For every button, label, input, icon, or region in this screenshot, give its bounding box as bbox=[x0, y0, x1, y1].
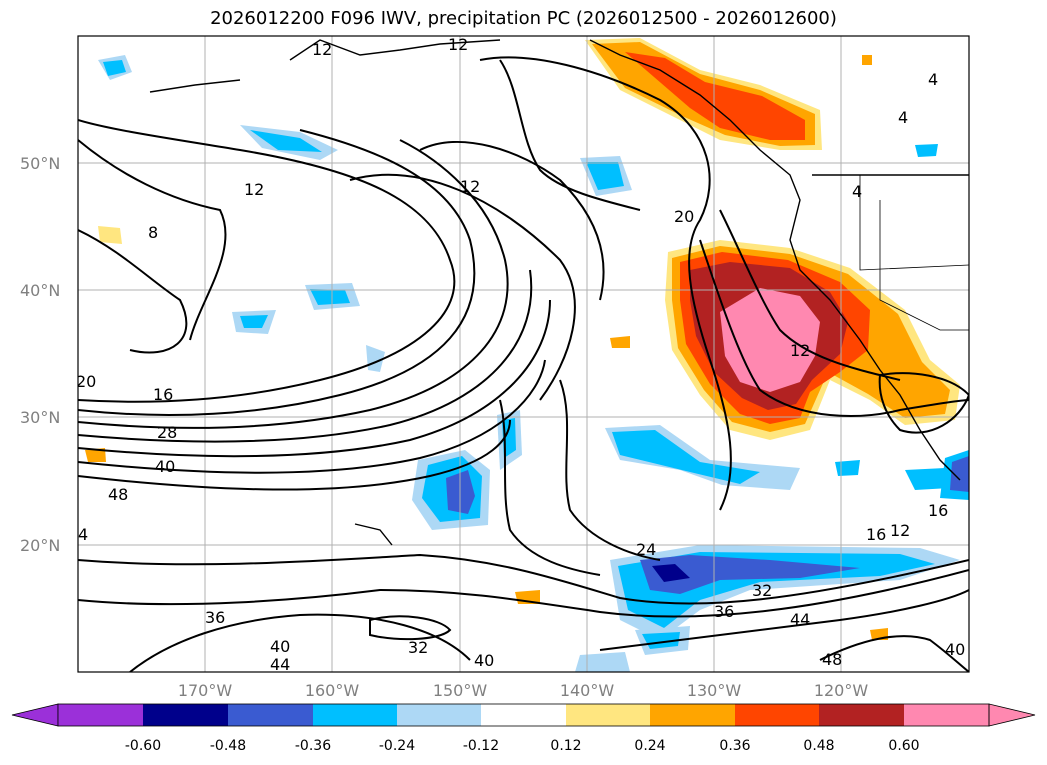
precip-patch bbox=[720, 288, 820, 392]
positive-pc-patches bbox=[85, 38, 960, 640]
colorbar-tick: -0.36 bbox=[295, 738, 331, 754]
contour-label: 48 bbox=[822, 650, 842, 669]
colorbar-extend-low bbox=[11, 703, 59, 727]
lon-label: 120°W bbox=[814, 681, 869, 700]
colorbar-swatch bbox=[313, 704, 397, 726]
contour-label: 32 bbox=[408, 638, 428, 657]
contour-label: 44 bbox=[790, 610, 810, 629]
precip-patch bbox=[250, 130, 322, 152]
colorbar-tick: 0.36 bbox=[719, 738, 750, 754]
precip-patch bbox=[835, 460, 860, 476]
precip-patch bbox=[862, 55, 872, 65]
contour-label: 12 bbox=[890, 521, 910, 540]
contour-label: 36 bbox=[714, 602, 734, 621]
negative-pc-patches bbox=[98, 55, 969, 672]
map-frame bbox=[77, 35, 970, 673]
contour-label: 28 bbox=[157, 423, 177, 442]
map-title: 2026012200 F096 IWV, precipitation PC (2… bbox=[210, 8, 837, 29]
contour-label: 4 bbox=[78, 525, 88, 544]
contour-label: 12 bbox=[244, 180, 264, 199]
colorbar-swatch bbox=[397, 704, 481, 726]
contour-label: 12 bbox=[460, 177, 480, 196]
latitude-labels: 50°N 40°N 30°N 20°N bbox=[20, 154, 60, 555]
lon-label: 130°W bbox=[687, 681, 742, 700]
colorbar-tick: 0.48 bbox=[803, 738, 834, 754]
colorbar-extend-high bbox=[988, 703, 1036, 727]
colorbar-tick: 0.24 bbox=[634, 738, 665, 754]
precip-patch bbox=[950, 456, 969, 492]
contour-label: 12 bbox=[790, 341, 810, 360]
contour-label: 16 bbox=[928, 501, 948, 520]
precip-patch bbox=[640, 555, 860, 594]
precip-patch bbox=[366, 345, 385, 372]
contour-label: 36 bbox=[205, 608, 225, 627]
precip-patch bbox=[310, 289, 350, 305]
contour-label: 4 bbox=[928, 70, 938, 89]
colorbar-swatch bbox=[58, 704, 143, 726]
contour-label: 40 bbox=[945, 640, 965, 659]
colorbar-tick: 0.60 bbox=[888, 738, 919, 754]
contour-label: 20 bbox=[76, 372, 96, 391]
contour-label: 16 bbox=[866, 525, 886, 544]
precip-patch bbox=[98, 226, 122, 244]
lat-label: 40°N bbox=[20, 281, 60, 300]
precip-patch bbox=[612, 430, 760, 484]
colorbar-tick: -0.12 bbox=[463, 738, 499, 754]
contour-label: 48 bbox=[108, 485, 128, 504]
colorbar-swatch bbox=[143, 704, 228, 726]
colorbar-swatch bbox=[819, 704, 904, 726]
graticule bbox=[78, 36, 969, 672]
contour-label: 44 bbox=[270, 655, 290, 674]
precip-patch bbox=[575, 652, 630, 672]
longitude-labels: 170°W 160°W 150°W 140°W 130°W 120°W bbox=[178, 681, 869, 700]
contour-label: 4 bbox=[898, 108, 908, 127]
lon-label: 170°W bbox=[178, 681, 233, 700]
precip-patch bbox=[642, 632, 680, 649]
contour-label: 24 bbox=[636, 540, 656, 559]
precip-patch bbox=[103, 60, 126, 76]
colorbar-tick: -0.60 bbox=[125, 738, 161, 754]
colorbar-tick: -0.24 bbox=[379, 738, 415, 754]
colorbar: -0.60 -0.48 -0.36 -0.24 -0.12 0.12 0.24 … bbox=[11, 703, 1036, 754]
precip-patch bbox=[85, 448, 106, 462]
colorbar-swatch bbox=[566, 704, 650, 726]
contour-label: 40 bbox=[155, 457, 175, 476]
coastlines bbox=[149, 39, 969, 546]
contour-label: 40 bbox=[474, 651, 494, 670]
contour-label: 12 bbox=[448, 35, 468, 54]
contour-label: 32 bbox=[752, 581, 772, 600]
colorbar-swatch bbox=[904, 704, 989, 726]
colorbar-swatch bbox=[481, 704, 566, 726]
colorbar-swatch bbox=[735, 704, 819, 726]
precip-patch bbox=[625, 52, 805, 140]
iwv-contours bbox=[78, 56, 969, 672]
colorbar-tick: -0.48 bbox=[210, 738, 246, 754]
precip-patch bbox=[905, 468, 950, 490]
contour-labels: 12 12 12 12 8 4 4 4 20 20 16 28 40 48 4 … bbox=[76, 35, 965, 674]
contour-label: 20 bbox=[674, 207, 694, 226]
lat-label: 30°N bbox=[20, 408, 60, 427]
colorbar-tick: 0.12 bbox=[550, 738, 581, 754]
lat-label: 50°N bbox=[20, 154, 60, 173]
lon-label: 150°W bbox=[433, 681, 488, 700]
contour-label: 4 bbox=[852, 182, 862, 201]
lat-label: 20°N bbox=[20, 536, 60, 555]
precip-patch bbox=[586, 162, 624, 190]
contour-label: 40 bbox=[270, 637, 290, 656]
lon-label: 140°W bbox=[560, 681, 615, 700]
precip-patch bbox=[652, 564, 690, 582]
precip-patch bbox=[240, 315, 268, 328]
contour-label: 12 bbox=[312, 40, 332, 59]
colorbar-swatch bbox=[650, 704, 735, 726]
precip-patch bbox=[915, 144, 938, 157]
contour-label: 8 bbox=[148, 223, 158, 242]
contour-label: 16 bbox=[153, 385, 173, 404]
colorbar-swatch bbox=[228, 704, 313, 726]
lon-label: 160°W bbox=[305, 681, 360, 700]
precip-patch bbox=[610, 336, 630, 348]
